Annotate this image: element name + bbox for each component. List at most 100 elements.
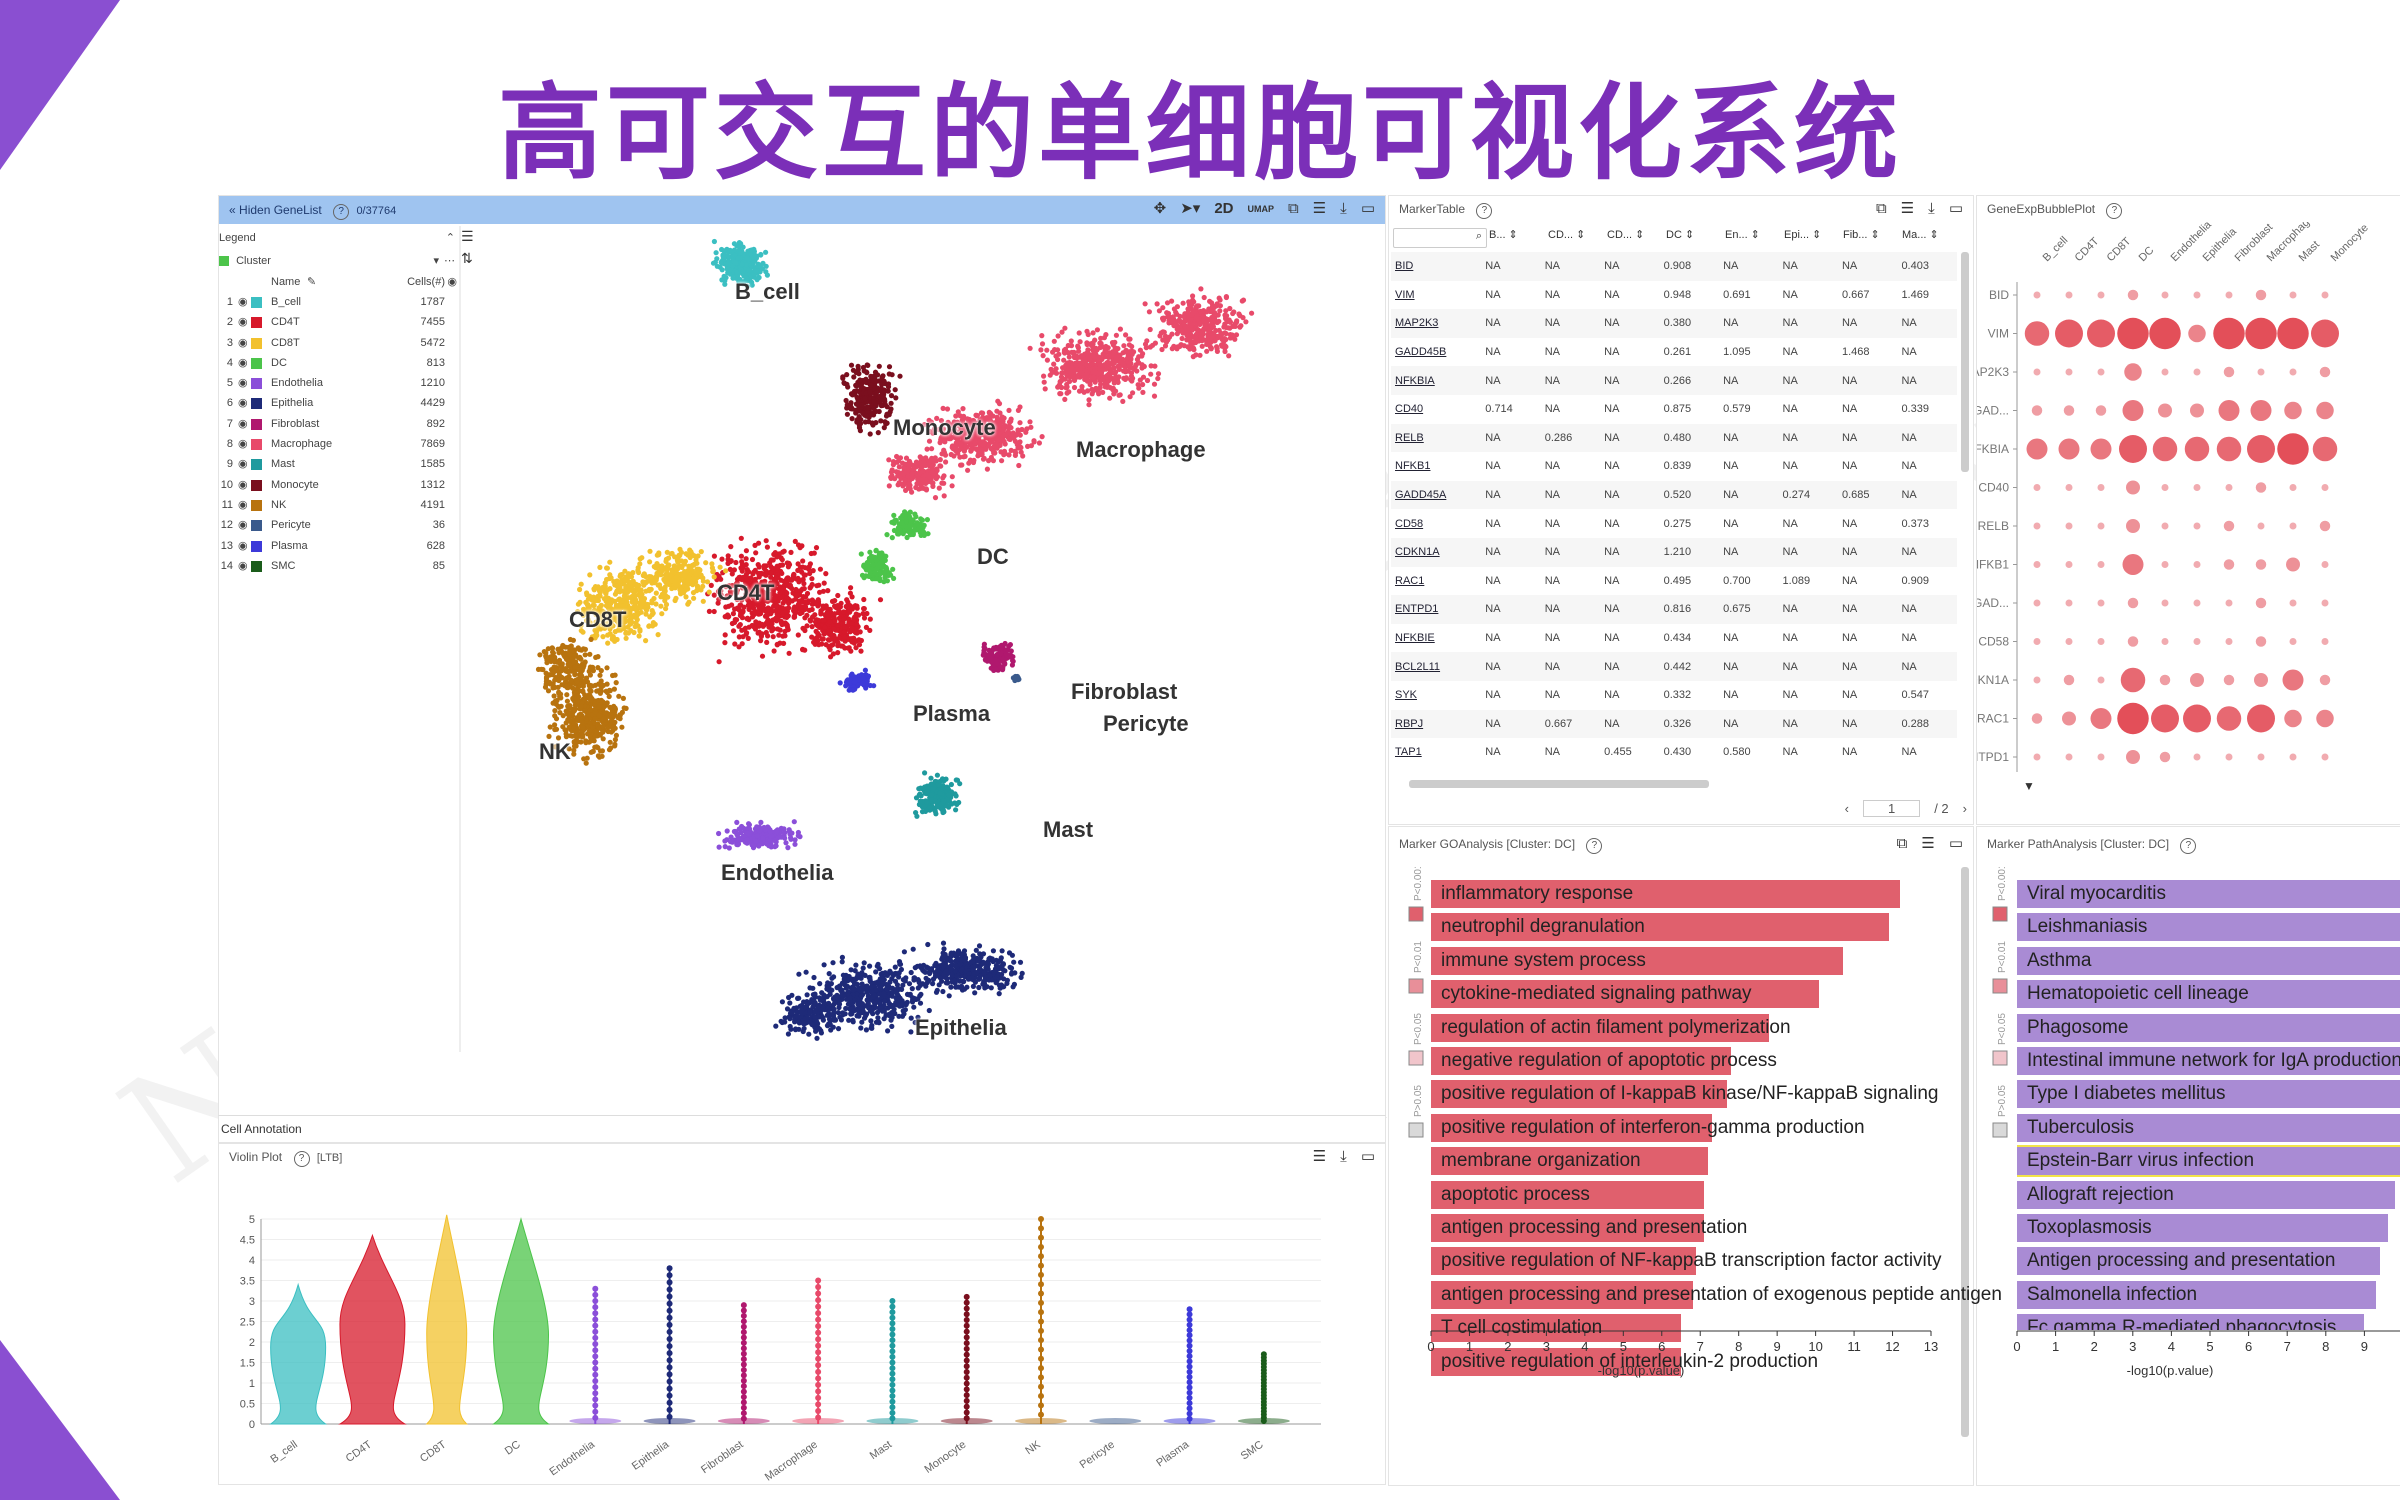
bubble[interactable] <box>2159 674 2171 686</box>
settings-icon[interactable]: ☰ <box>1312 1148 1327 1165</box>
bubble-plot[interactable]: B_cell CD4T CD8T DC EndotheliaEpitheliaFibro… <box>1977 222 2400 822</box>
swap-icon[interactable]: ⇅ <box>461 250 473 266</box>
bubble[interactable] <box>2319 674 2331 686</box>
bubble[interactable] <box>2286 557 2300 572</box>
bubble[interactable] <box>2183 704 2211 733</box>
bar-term[interactable]: Fc gamma R-mediated phagocytosis <box>2017 1314 2400 1330</box>
bubble[interactable] <box>2316 401 2334 420</box>
violin-pericyte[interactable] <box>1089 1418 1142 1424</box>
pointer-icon[interactable]: ➤▾ <box>1180 200 1201 217</box>
more-icon[interactable]: ⋯ <box>444 255 455 267</box>
cluster-swatch[interactable] <box>251 357 262 369</box>
bubble[interactable] <box>2120 667 2146 693</box>
bubble[interactable] <box>2225 484 2233 491</box>
bubble[interactable] <box>2097 676 2105 684</box>
table-row[interactable]: BCL2L11 NA NA NA 0.442 NA NA NA NA <box>1391 652 1957 681</box>
bar-term[interactable]: positive regulation of I-kappaB kinase/N… <box>1431 1080 1938 1109</box>
table-row[interactable]: CD58 NA NA NA 0.275 NA NA NA 0.373 <box>1391 509 1957 538</box>
vertical-scrollbar[interactable] <box>1961 252 1969 472</box>
cluster-points-plasma[interactable] <box>837 667 877 693</box>
gene-name-cell[interactable]: CD40 <box>1395 403 1424 416</box>
column-header[interactable]: Epi... ⇕ <box>1784 229 1822 241</box>
bubble[interactable] <box>2062 711 2076 726</box>
eye-icon[interactable]: ◉ <box>238 397 248 410</box>
bubble[interactable] <box>2063 405 2075 416</box>
legend-item[interactable]: 11 ◉ NK 4191 <box>219 495 459 515</box>
help-icon[interactable]: ? <box>2180 838 2197 854</box>
bar-term[interactable]: Allograft rejection <box>2017 1180 2400 1209</box>
cluster-swatch[interactable] <box>251 560 262 572</box>
bubble[interactable] <box>2026 438 2048 460</box>
legend-item[interactable]: 9 ◉ Mast 1585 <box>219 454 459 474</box>
violin-fibroblast[interactable] <box>717 1302 770 1424</box>
bubble[interactable] <box>2033 753 2041 761</box>
bubble[interactable] <box>2321 291 2329 299</box>
bubble[interactable] <box>2188 324 2206 343</box>
cluster-points-epithelia[interactable] <box>773 940 1025 1041</box>
violin-mast[interactable] <box>866 1298 919 1424</box>
maximize-icon[interactable]: ▭ <box>1360 1148 1375 1165</box>
column-header[interactable]: CD... ⇕ <box>1607 229 1645 241</box>
bubble[interactable] <box>2255 636 2267 647</box>
gene-name-cell[interactable]: NFKBIE <box>1395 632 1435 645</box>
bubble[interactable] <box>2193 753 2201 761</box>
cluster-swatch[interactable] <box>251 418 262 430</box>
next-page-button[interactable]: › <box>1962 801 1967 816</box>
cluster-swatch[interactable] <box>251 439 262 451</box>
cluster-points-monocyte[interactable] <box>840 362 903 437</box>
eye-icon[interactable]: ◉ <box>238 316 248 329</box>
visibility-icon[interactable]: ◉ <box>447 276 457 288</box>
bubble[interactable] <box>2151 704 2179 733</box>
violin-cd4t[interactable] <box>338 1233 407 1425</box>
table-row[interactable]: RAC1 NA NA NA 0.495 0.700 1.089 NA 0.909 <box>1391 567 1957 596</box>
eye-icon[interactable]: ◉ <box>238 377 248 390</box>
table-row[interactable]: NFKBIE NA NA NA 0.434 NA NA NA NA <box>1391 624 1957 653</box>
cluster-points-cd4t[interactable] <box>705 535 884 665</box>
bubble[interactable] <box>2031 405 2043 416</box>
bubble[interactable] <box>2284 709 2302 728</box>
bubble[interactable] <box>2031 713 2043 724</box>
maximize-icon[interactable]: ▭ <box>1360 200 1375 217</box>
cluster-points-b_cell[interactable] <box>710 238 770 290</box>
page-input[interactable]: 1 <box>1862 800 1921 817</box>
bubble[interactable] <box>2223 674 2235 686</box>
cluster-swatch[interactable] <box>251 479 262 491</box>
cluster-points-macrophage[interactable] <box>886 286 1255 501</box>
bubble[interactable] <box>2161 522 2169 530</box>
bar-term[interactable]: Tuberculosis <box>2017 1113 2400 1142</box>
mode-umap-button[interactable]: UMAP <box>1247 204 1275 214</box>
table-row[interactable]: NFKB1 NA NA NA 0.839 NA NA NA NA <box>1391 452 1957 481</box>
bubble[interactable] <box>2097 522 2105 530</box>
bar-term[interactable]: immune system process <box>1431 946 1931 975</box>
violin-endothelia[interactable] <box>569 1285 622 1424</box>
bubble[interactable] <box>2289 368 2297 376</box>
bubble[interactable] <box>2033 676 2041 684</box>
cluster-points-dc[interactable] <box>858 509 931 585</box>
bar-term[interactable]: Type I diabetes mellitus <box>2017 1080 2400 1109</box>
bubble[interactable] <box>2225 638 2233 645</box>
cluster-swatch[interactable] <box>251 398 262 410</box>
bubble[interactable] <box>2225 753 2233 761</box>
settings-icon[interactable]: ☰ <box>1921 835 1935 852</box>
vertical-scrollbar[interactable] <box>1961 867 1969 1437</box>
bar-term[interactable]: Salmonella infection <box>2017 1280 2400 1309</box>
bar-term[interactable]: regulation of actin filament polymerizat… <box>1431 1013 1931 1042</box>
bubble[interactable] <box>2065 561 2073 568</box>
table-row[interactable]: BID NA NA NA 0.908 NA NA NA 0.403 <box>1391 252 1957 281</box>
bubble[interactable] <box>2149 317 2181 350</box>
column-header[interactable]: En... ⇕ <box>1725 229 1760 241</box>
cluster-swatch[interactable] <box>251 317 262 329</box>
download-icon[interactable]: ⤓ <box>1928 200 1935 217</box>
cluster-swatch[interactable] <box>251 540 262 552</box>
bubble[interactable] <box>2223 559 2235 570</box>
column-header[interactable]: DC ⇕ <box>1666 229 1695 241</box>
cluster-points-endothelia[interactable] <box>716 819 803 851</box>
bubble[interactable] <box>2254 673 2268 687</box>
bar-term[interactable]: membrane organization <box>1431 1147 1931 1176</box>
bubble[interactable] <box>2255 289 2267 301</box>
legend-item[interactable]: 10 ◉ Monocyte 1312 <box>219 475 459 495</box>
gene-name-cell[interactable]: BCL2L11 <box>1391 652 1482 681</box>
gene-name-cell[interactable]: SYK <box>1395 689 1418 702</box>
chevron-down-icon[interactable]: ▾ <box>433 255 439 267</box>
bar-term[interactable]: positive regulation of interferon-gamma … <box>1431 1113 1931 1142</box>
